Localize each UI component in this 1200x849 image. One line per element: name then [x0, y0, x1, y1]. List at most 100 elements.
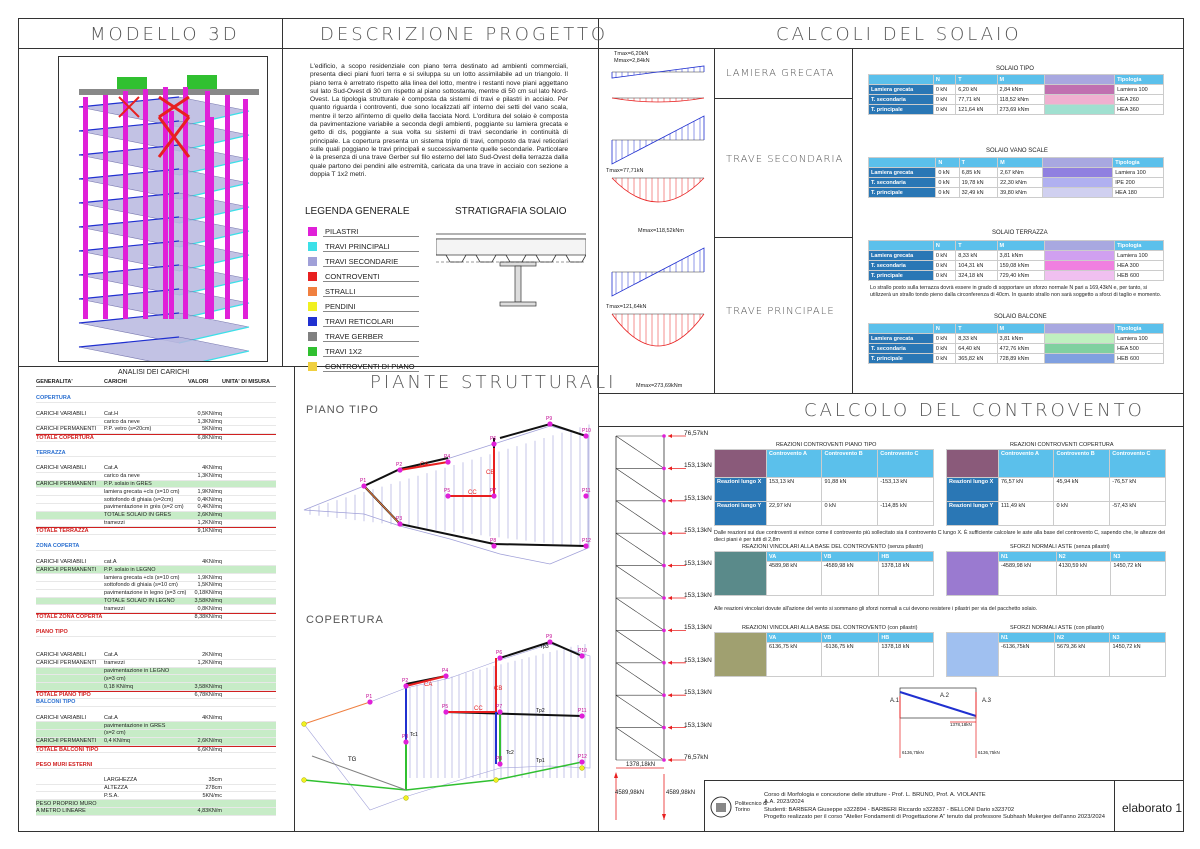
note2: Alle reazioni vincolari dovute all'azion…	[714, 606, 1038, 612]
r2-title: REAZIONI CONTROVENTI COPERTURA	[1010, 442, 1114, 448]
plan-node	[497, 709, 503, 715]
plan-node-label: P10	[582, 428, 591, 434]
legend-item: STRALLI	[308, 284, 419, 299]
descrizione-title: DESCRIZIONE PROGETTO	[320, 24, 609, 45]
t5-title: REAZIONI VINCOLARI ALLA BASE DEL CONTROV…	[742, 625, 918, 631]
cc-label: CC	[474, 706, 483, 712]
wind-force-label: 153,13kN	[684, 656, 712, 664]
balcone-table: N T M Tipologia Lamiera grecata 0 kN 8,33 kN 3,…	[868, 323, 1164, 364]
terrazza-table: N T M Tipologia Lamiera grecata 0 kN 8,33 kN 3,…	[868, 240, 1164, 281]
legend-swatch	[308, 362, 317, 371]
table-row: -6136,75kN 5679,36 kN 1450,72 kN	[947, 642, 1166, 677]
truss-node	[662, 434, 666, 438]
pendino-node	[579, 765, 585, 771]
plan-node	[445, 459, 451, 465]
plan-node	[491, 493, 497, 499]
sec-m-label: Mmax=118,52kNm	[638, 228, 684, 234]
loads-row	[36, 387, 276, 395]
solaio-tipo-table: N T M Tipologia Lamiera grecata 0 kN 6,20 kN 2,…	[868, 74, 1164, 115]
t3-table: VA VB HB 4589,98 kN -4589,98 kN 1378,18 kN	[714, 551, 934, 596]
a3-label: A.3	[982, 698, 992, 704]
table-header-row: VA VB HB	[714, 632, 934, 677]
loads-row: P.S.A. 5KN/mc	[36, 792, 276, 801]
plan-node	[579, 713, 585, 719]
tg-label: TG	[348, 757, 357, 763]
loads-row	[36, 403, 276, 411]
wind-force-label: 76,57kN	[684, 430, 709, 437]
a1-label: A.1	[890, 698, 900, 704]
modello-title: MODELLO 3D	[90, 24, 240, 45]
plan-node	[403, 739, 409, 745]
t5-table: VA VB HB 6136,75 kN -6136,75 kN 1378,18 kN	[714, 632, 934, 677]
solaio-tipo-title: SOLAIO TIPO	[996, 66, 1034, 72]
plan-node	[445, 493, 451, 499]
loads-row	[36, 707, 276, 715]
table-row: T. secondaria 0 kN 77,71 kN 118,52 kNm HEA 2…	[868, 94, 1164, 105]
copertura-title: COPERTURA	[306, 614, 384, 626]
table-header-row: Controvento A Controvento B Controvento C	[946, 449, 1166, 478]
plan-node-label: P5	[442, 704, 448, 710]
loads-row: TOTALE ZONA COPERTA 8,38KN/mq	[36, 613, 276, 621]
loads-row: sottofondo di ghiaia (s=10 cm) 1,5KN/mq	[36, 582, 276, 590]
table-row: T. secondaria 0 kN 64,40 kN 472,76 kNm HEA 5…	[868, 343, 1164, 354]
pendino-node	[301, 721, 307, 727]
plan-node	[579, 759, 585, 765]
table-row: T. principale 0 kN 365,82 kN 728,89 kNm HEB …	[868, 353, 1164, 364]
loads-row	[36, 637, 276, 645]
truss-node	[662, 725, 666, 730]
plan-node	[583, 543, 589, 549]
ca-label: CA	[424, 682, 432, 688]
piante-title: PIANTE STRUTTURALI	[370, 372, 617, 393]
table-row: 6136,75 kN -6136,75 kN 1378,18 kN	[715, 642, 934, 677]
table-row: Reazioni lungo X 153,13 kN 91,88 kN -153,13…	[714, 477, 934, 502]
stratigrafia-drawing	[436, 233, 586, 307]
plan-node-label: P9	[546, 416, 552, 422]
loads-row: (s=2 cm)	[36, 730, 276, 738]
plan-node-label: P11	[578, 708, 587, 714]
plan-node	[497, 761, 503, 767]
ca-label: CA	[420, 462, 428, 468]
loads-row: TOTALE TERRAZZA 9,1KN/mq	[36, 527, 276, 536]
loads-row: TOTALE SOLAIO IN GRES 2,6KN/mq	[36, 511, 276, 520]
wind-force-label: 153,13kN	[684, 527, 712, 535]
loads-row: pavimentazione in LEGNO	[36, 667, 276, 676]
plan-node	[397, 467, 403, 473]
legend: PILASTRI TRAVI PRINCIPALI TRAVI SECONDAR…	[308, 224, 419, 374]
t3-title: REAZIONI VINCOLARI ALLA BASE DEL CONTROV…	[742, 544, 924, 550]
lamiera-m-label: Mmax=2,84kN	[614, 58, 650, 64]
loads-row	[36, 457, 276, 465]
base-detail-diagram	[899, 687, 977, 758]
truss-node	[662, 661, 666, 665]
loads-row: tramezzi 1,2KN/mq	[36, 520, 276, 528]
plan-node	[397, 521, 403, 527]
pendino-node	[493, 777, 499, 783]
loads-header: GENERALITA' CARICHI VALORI UNITA' DI MIS…	[36, 378, 276, 387]
loads-row: TOTALE BALCONI TIPO 6,6KN/mq	[36, 745, 276, 754]
plan-node	[497, 655, 503, 661]
piano-tipo-plan: P1 P2 P3 P4 P5 P6 P7 P8 P9 P10 P11 P12 CA CB CC	[303, 416, 591, 565]
plan-node-label: P3	[402, 734, 408, 740]
legend-swatch	[308, 242, 317, 251]
model-3d-image	[58, 56, 268, 362]
plan-node	[491, 441, 497, 447]
controvento-truss	[614, 434, 686, 820]
table-row: T. secondaria 0 kN 104,31 kN 159,08 kNm HEA …	[868, 260, 1164, 271]
pendino-node	[301, 777, 307, 783]
pri-m-label: Mmax=273,69kNm	[636, 383, 683, 389]
loads-row	[36, 551, 276, 559]
plan-node	[547, 639, 553, 645]
table-header-row: N T M Tipologia	[868, 323, 1164, 334]
small-r-label: 6136,75kN	[978, 750, 1000, 755]
loads-row: TOTALE SOLAIO IN LEGNO 3,58KN/mq	[36, 597, 276, 606]
plan-node	[579, 653, 585, 659]
loads-row	[36, 644, 276, 652]
plan-node-label: P7	[490, 488, 496, 494]
plan-node-label: P10	[578, 648, 587, 654]
loads-row: 0,18 KN/mq 3,58KN/mq	[36, 683, 276, 692]
calcoli-title: CALCOLI DEL SOLAIO	[776, 24, 1022, 45]
small-l-label: 6136,75kN	[902, 750, 924, 755]
cc-label: CC	[468, 490, 477, 496]
loads-row: CARICHI VARIABILI Cat.H 0,5KN/mq	[36, 410, 276, 419]
loads-row: CARICHI PERMANENTI tramezzi 1,2KN/mq	[36, 660, 276, 668]
